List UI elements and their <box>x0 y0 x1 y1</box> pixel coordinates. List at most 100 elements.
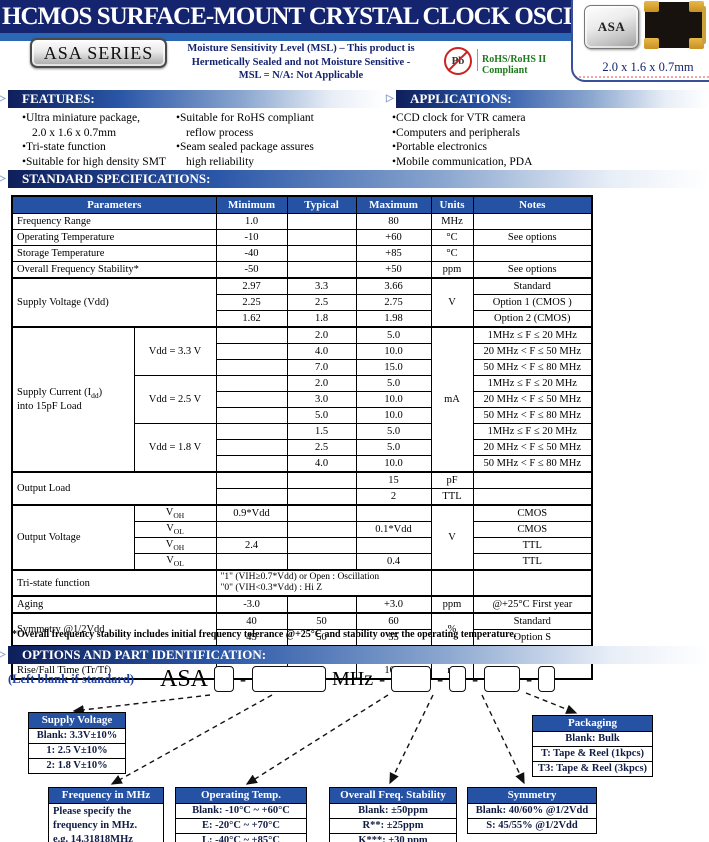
dash: - <box>472 668 479 689</box>
frequency-options: Frequency in MHz Please specify the freq… <box>48 787 164 842</box>
options-heading: OPTIONS AND PART IDENTIFICATION: <box>0 646 709 664</box>
package-dimensions: 2.0 x 1.6 x 0.7mm <box>602 60 694 74</box>
option-row: Blank: ±50ppm <box>330 803 456 818</box>
table-row: VOL 0.4 TTL <box>12 553 593 571</box>
dash: - <box>240 668 247 689</box>
banner-accent-strip <box>0 33 709 41</box>
table-row: Tri-state function "1" (VIH≥0.7*Vdd) or … <box>11 569 593 597</box>
cell: 1.0 <box>215 213 288 230</box>
col-header: Typical <box>286 195 357 214</box>
option-row: Blank: 40/60% @1/2Vdd <box>468 803 596 818</box>
page-title: HCMOS SURFACE-MOUNT CRYSTAL CLOCK OSCILL… <box>2 3 670 30</box>
param-label: Tri-state function <box>11 569 217 597</box>
supply-voltage-options: Supply Voltage Blank: 3.3V±10% 1: 2.5 V±… <box>28 712 126 774</box>
option-row: 1: 2.5 V±10% <box>29 743 125 758</box>
param-label: Symmetry @1/2Vdd <box>11 612 217 647</box>
solder-pad <box>644 1 659 12</box>
symmetry-code-box <box>484 666 521 692</box>
table-row: Frequency Range 1.0 80 MHz <box>11 213 593 230</box>
table-row: Vdd = 2.5 V 2.0 5.0 1MHz ≤ F ≤ 20 MHz <box>12 375 593 424</box>
symbol-cell: VOL <box>133 553 217 571</box>
blank-if-standard-note: (Left blank if standard) <box>8 672 135 686</box>
application-item: Computers and peripherals <box>392 126 612 141</box>
col-header: Notes <box>472 195 593 214</box>
specs-heading: STANDARD SPECIFICATIONS: <box>0 170 709 188</box>
op-temp-code-box <box>391 666 432 692</box>
param-label: Aging <box>11 595 217 614</box>
option-row: L: -40°C ~ +85°C <box>176 833 306 842</box>
param-label: Operating Temperature <box>11 229 217 246</box>
option-row: 2: 1.8 V±10% <box>29 758 125 773</box>
col-header: Units <box>430 195 474 214</box>
vdd-label: Vdd = 3.3 V <box>133 326 217 376</box>
param-label: Storage Temperature <box>11 245 217 262</box>
vdd-label: Vdd = 2.5 V <box>133 375 217 424</box>
pb-free-icon: Pb <box>444 47 472 75</box>
package-bottom-view <box>644 1 706 49</box>
solder-pad <box>644 38 659 49</box>
spec-header-row: Parameters Minimum Typical Maximum Units… <box>11 195 593 214</box>
package-top-view: ASA <box>584 5 639 49</box>
stability-options: Overall Freq. Stability Blank: ±50ppm R*… <box>329 787 457 842</box>
table-row: 2.5 5.0 20 MHz < F ≤ 50 MHz <box>12 439 593 456</box>
cell: MHz <box>430 213 474 230</box>
feature-item: Ultra miniature package, 2.0 x 1.6 x 0.7… <box>22 111 172 140</box>
application-item: Mobile communication, PDA <box>392 155 612 170</box>
dash: - <box>526 668 533 689</box>
package-drawing-panel: ASA 2.0 x 1.6 x 0.7mm <box>571 0 709 82</box>
divider <box>477 49 478 71</box>
option-row: T3: Tape & Reel (3kpcs) <box>533 761 652 776</box>
table-row: 4.0 10.0 20 MHz < F ≤ 50 MHz <box>12 343 593 360</box>
table-row: Supply Voltage (Vdd) 2.97 3.3 3.66 V Stan… <box>11 277 593 328</box>
option-row: S: 45/55% @1/2Vdd <box>468 818 596 833</box>
option-table-title: Operating Temp. <box>176 788 306 803</box>
symbol-cell: VOH <box>133 537 217 554</box>
option-table-title: Packaging <box>533 716 652 731</box>
feature-item: Suitable for RoHS compliant reflow proce… <box>176 111 376 140</box>
rohs-compliance-label: RoHS/RoHS II Compliant <box>482 54 547 76</box>
part-prefix: ASA <box>160 665 209 692</box>
spec-footnote: *Overall frequency stability includes in… <box>12 629 517 640</box>
features-column-2: Suitable for RoHS compliant reflow proce… <box>176 111 376 169</box>
table-row: Storage Temperature -40 +85 °C <box>11 245 593 262</box>
table-row: Operating Temperature -10 +60 °C See optio… <box>11 229 593 246</box>
option-table-title: Supply Voltage <box>29 713 125 728</box>
table-row: 2 TTL <box>12 488 593 506</box>
cell: 80 <box>355 213 432 230</box>
col-header: Parameters <box>11 195 217 214</box>
table-row: Output Voltage VOH 0.9*Vdd V CMOS <box>11 504 593 571</box>
application-item: CCD clock for VTR camera <box>392 111 612 126</box>
option-row: Blank: 3.3V±10% <box>29 728 125 743</box>
features-column-1: Ultra miniature package, 2.0 x 1.6 x 0.7… <box>22 111 172 169</box>
table-row: Symmetry @1/2Vdd 40 50 60 % Standard <box>11 612 593 647</box>
option-row: E: -20°C ~ +70°C <box>176 818 306 833</box>
table-row: VOL 0.1*Vdd CMOS <box>12 521 593 538</box>
series-badge: ASA SERIES <box>30 38 167 68</box>
spec-table: Parameters Minimum Typical Maximum Units… <box>11 195 594 680</box>
param-label: Overall Frequency Stability* <box>11 261 217 279</box>
symbol-cell: VOL <box>133 521 217 538</box>
option-row: T: Tape & Reel (1kpcs) <box>533 746 652 761</box>
param-label: Supply Voltage (Vdd) <box>11 277 217 328</box>
table-row: VOH 2.4 TTL <box>12 537 593 554</box>
param-label: Output Load <box>11 471 217 506</box>
solder-pad <box>689 38 704 49</box>
applications-list: CCD clock for VTR camera Computers and p… <box>392 111 612 169</box>
table-row: Output Load 15 pF <box>11 471 593 506</box>
operating-temp-options: Operating Temp. Blank: -10°C ~ +60°C E: … <box>175 787 307 842</box>
part-number-template: ASA - MHz - - - - <box>160 664 556 694</box>
feature-item: Suitable for high density SMT <box>22 155 172 170</box>
stability-code-box <box>449 666 467 692</box>
vdd-label: Vdd = 1.8 V <box>133 423 217 473</box>
application-item: Portable electronics <box>392 140 612 155</box>
table-row: Vdd = 1.8 V 1.5 5.0 1MHz ≤ F ≤ 20 MHz <box>12 423 593 473</box>
feature-item: Tri-state function <box>22 140 172 155</box>
col-header: Maximum <box>355 195 432 214</box>
frequency-code-box <box>252 666 327 692</box>
mhz-label: MHz <box>332 667 374 690</box>
option-row: R**: ±25ppm <box>330 818 456 833</box>
packaging-code-box <box>538 666 556 692</box>
symbol-cell: VOH <box>133 504 217 522</box>
param-label: Supply Current (Idd) into 15pF Load <box>11 326 135 473</box>
feature-item: Seam sealed package assures high reliabi… <box>176 140 376 169</box>
